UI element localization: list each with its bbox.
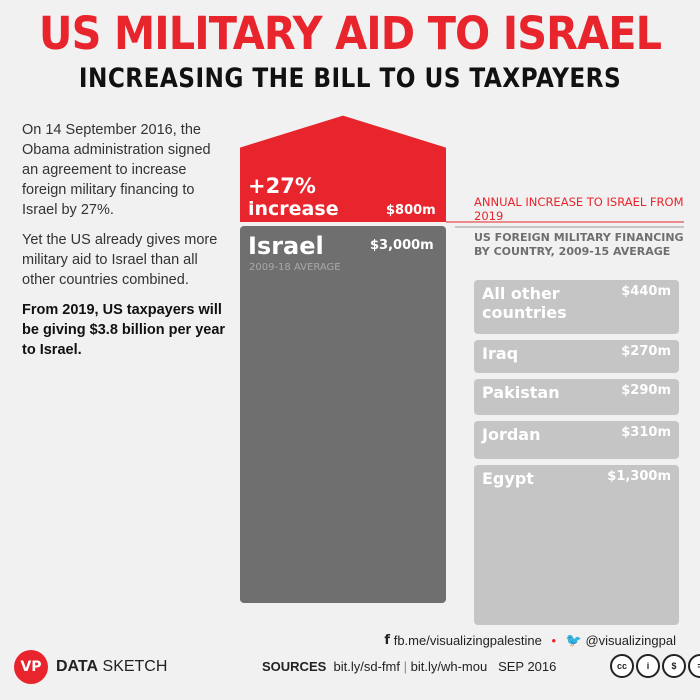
country-bar-pakistan: Pakistan $290m (474, 379, 679, 416)
brand-name: DATA SKETCH (56, 658, 167, 676)
country-name: Iraq (482, 344, 519, 364)
israel-period: 2009-18 AVERAGE (249, 262, 341, 273)
israel-increase-pct: +27% (248, 174, 316, 198)
brand-rest: SKETCH (102, 658, 168, 675)
israel-base-bar (240, 226, 446, 603)
country-value: $290m (621, 383, 671, 399)
country-value: $1,300m (607, 469, 671, 485)
country-value: $310m (621, 425, 671, 441)
page-title: US MILITARY AID TO ISRAEL (38, 7, 662, 60)
source-link-1[interactable]: bit.ly/sd-fmf (333, 659, 400, 674)
facebook-icon: f (384, 633, 391, 649)
countries-label: US FOREIGN MILITARY FINANCING BY COUNTRY… (474, 231, 684, 258)
country-name: Jordan (482, 425, 541, 445)
intro-paragraph-1: On 14 September 2016, the Obama administ… (22, 122, 211, 218)
license-icons: cc i $ = (610, 654, 700, 678)
date-label: SEP 2016 (498, 659, 557, 674)
israel-increase-word: increase (248, 198, 339, 220)
israel-base-value: $3,000m (370, 238, 434, 253)
twitter-icon: 🐦 (565, 632, 582, 648)
country-name: Pakistan (482, 383, 560, 403)
facebook-link[interactable]: fb.me/visualizingpalestine (393, 633, 542, 649)
by-icon: i (636, 654, 660, 678)
intro-paragraph-3: From 2019, US taxpayers will be giving $… (22, 302, 226, 358)
israel-increase-value: $800m (386, 203, 436, 218)
country-name: All other countries (482, 284, 567, 322)
vp-logo: VP (14, 650, 48, 684)
source-link-2[interactable]: bit.ly/wh-mou (410, 659, 488, 674)
annual-increase-label: ANNUAL INCREASE TO ISRAEL FROM 2019 (474, 195, 684, 223)
nd-icon: = (688, 654, 700, 678)
country-bar-iraq: Iraq $270m (474, 340, 679, 374)
page-subtitle: INCREASING THE BILL TO US TAXPAYERS (78, 63, 622, 94)
country-name: Egypt (482, 469, 534, 489)
country-bar-egypt: Egypt $1,300m (474, 465, 679, 626)
israel-name: Israel (248, 232, 324, 260)
sources-label: SOURCES (262, 659, 327, 674)
nc-icon: $ (662, 654, 686, 678)
intro-text: On 14 September 2016, the Obama administ… (22, 120, 227, 370)
brand-bold: DATA (56, 658, 99, 675)
bullet-icon: • (551, 633, 557, 649)
country-value: $270m (621, 344, 671, 360)
country-bar-all-other-countries: All other countries $440m (474, 280, 679, 335)
cc-icon: cc (610, 654, 634, 678)
sources: SOURCES bit.ly/sd-fmf | bit.ly/wh-mou SE… (262, 659, 557, 674)
country-value: $440m (621, 284, 671, 299)
intro-paragraph-2: Yet the US already gives more military a… (22, 232, 218, 288)
social-links: f fb.me/visualizingpalestine • 🐦 @visual… (384, 632, 676, 649)
twitter-link[interactable]: @visualizingpal (585, 633, 676, 649)
country-bar-jordan: Jordan $310m (474, 421, 679, 460)
